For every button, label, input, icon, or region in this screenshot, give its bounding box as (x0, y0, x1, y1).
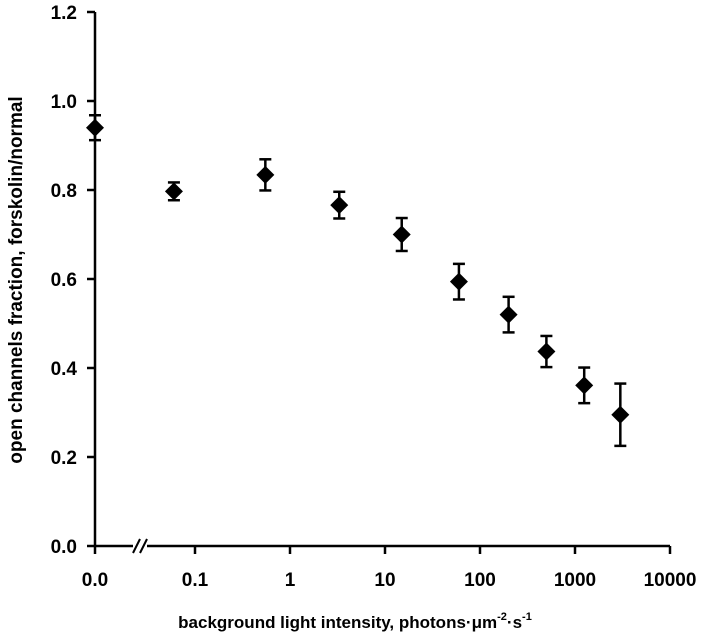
x-tick-label: 100 (464, 570, 496, 591)
x-tick-label: 1000 (554, 570, 596, 591)
data-point (611, 405, 630, 424)
x-axis-unit-sep2: · (507, 613, 513, 632)
x-axis-unit-s: s (513, 613, 522, 632)
data-point (256, 165, 275, 184)
axes (93, 12, 670, 554)
data-point (392, 225, 411, 244)
data-point (499, 305, 518, 324)
data-point (575, 376, 594, 395)
y-axis-ticks: 0.0 0.2 0.4 0.6 0.8 1.0 1.2 (51, 3, 95, 558)
y-tick-label: 0.2 (51, 448, 77, 469)
x-tick-label: 10 (374, 570, 395, 591)
x-axis-unit-exp2: -1 (522, 611, 532, 623)
data-point (537, 342, 556, 361)
y-tick-label: 0.6 (51, 270, 77, 291)
y-tick-label: 0.0 (51, 537, 77, 558)
data-point (164, 182, 183, 201)
x-tick-label: 1 (285, 570, 296, 591)
x-tick-label: 0.1 (182, 570, 209, 591)
y-tick-label: 1.2 (51, 3, 77, 24)
axis-break-mark (132, 538, 141, 554)
axis-break-gap (133, 539, 147, 553)
data-series (86, 113, 630, 448)
y-tick-label: 0.8 (51, 181, 77, 202)
x-axis-unit-sep1: · (466, 613, 472, 632)
x-axis-title-text: background light intensity, photons (178, 613, 466, 632)
data-point (449, 272, 468, 291)
y-tick-label: 0.4 (51, 359, 78, 380)
x-tick-label: 10000 (644, 570, 697, 591)
y-axis-title: open channels fraction, forskolin/normal (6, 96, 27, 463)
y-tick-label: 1.0 (51, 92, 77, 113)
x-axis-unit-exp1: -2 (497, 611, 507, 623)
data-point (330, 196, 349, 215)
x-axis-ticks: 0.0 0.1 1 10 100 1000 10000 (82, 546, 697, 591)
x-axis-title: background light intensity, photons·μm-2… (178, 611, 532, 632)
x-tick-label: 0.0 (82, 570, 108, 591)
data-point (86, 118, 104, 137)
axis-break-mark (139, 538, 148, 554)
x-axis-unit-um: μm (472, 613, 498, 632)
